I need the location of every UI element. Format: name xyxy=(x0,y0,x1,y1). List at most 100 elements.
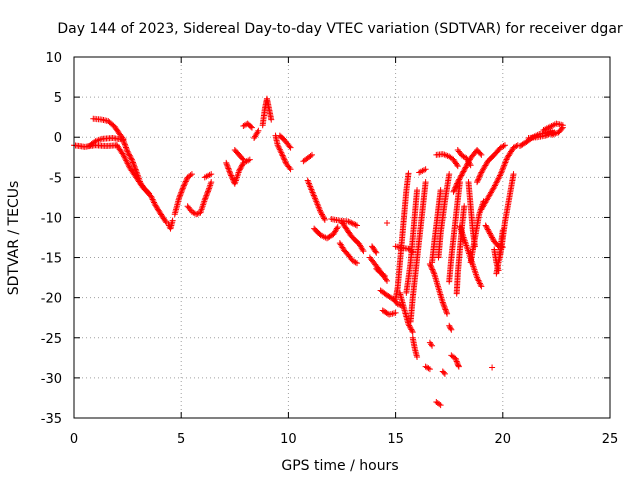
data-point xyxy=(496,256,503,263)
data-point xyxy=(475,175,482,182)
data-point xyxy=(349,220,356,227)
data-point xyxy=(461,167,468,174)
data-point xyxy=(461,165,468,172)
data-point xyxy=(226,169,233,176)
data-point xyxy=(442,306,449,313)
data-point xyxy=(313,198,320,205)
data-point xyxy=(475,277,482,284)
data-point xyxy=(275,143,282,150)
data-point xyxy=(435,254,442,261)
data-point xyxy=(441,305,448,312)
data-point xyxy=(307,184,314,191)
data-point xyxy=(286,143,293,150)
data-point xyxy=(380,271,387,278)
data-point xyxy=(444,310,451,317)
data-point xyxy=(129,158,136,165)
data-point xyxy=(484,225,491,232)
x-tick-label: 15 xyxy=(387,432,404,447)
data-point xyxy=(485,227,492,234)
data-point xyxy=(476,280,483,287)
data-point xyxy=(149,196,156,203)
data-point xyxy=(474,179,481,186)
data-point xyxy=(309,189,316,196)
data-point xyxy=(122,156,129,163)
data-point xyxy=(494,176,501,183)
data-point xyxy=(384,277,391,284)
data-point xyxy=(491,183,498,190)
data-point xyxy=(236,167,243,174)
chart-title: Day 144 of 2023, Sidereal Day-to-day VTE… xyxy=(57,21,623,37)
data-point xyxy=(429,266,436,273)
data-point xyxy=(310,190,317,197)
gridlines xyxy=(74,57,610,418)
data-point xyxy=(559,124,566,131)
data-point xyxy=(315,204,322,211)
data-point xyxy=(373,249,380,256)
data-point xyxy=(475,176,482,183)
data-point xyxy=(238,162,245,169)
data-point xyxy=(428,265,435,272)
data-point xyxy=(474,276,481,283)
data-point xyxy=(496,172,503,179)
data-point xyxy=(202,195,209,202)
data-point xyxy=(503,156,510,163)
data-point xyxy=(124,160,131,167)
data-point xyxy=(459,169,466,176)
data-point xyxy=(223,159,230,166)
data-point xyxy=(229,175,236,182)
data-point xyxy=(454,180,461,187)
data-point xyxy=(280,155,287,162)
data-point xyxy=(499,166,506,173)
data-point xyxy=(558,125,565,132)
data-point xyxy=(354,222,361,229)
data-point xyxy=(500,163,507,170)
data-point xyxy=(312,196,319,203)
data-point xyxy=(182,178,189,185)
data-point xyxy=(454,163,461,170)
data-point xyxy=(146,190,153,197)
data-point xyxy=(193,211,200,218)
data-point xyxy=(204,189,211,196)
data-point xyxy=(476,279,483,286)
data-point xyxy=(354,260,361,267)
data-point xyxy=(240,156,247,163)
data-point xyxy=(223,161,230,168)
data-point xyxy=(121,153,128,160)
data-point xyxy=(308,151,315,158)
data-point xyxy=(128,156,135,163)
data-point xyxy=(312,195,319,202)
data-point xyxy=(348,219,355,226)
data-point xyxy=(247,123,254,130)
data-point xyxy=(305,180,312,187)
data-point xyxy=(203,192,210,199)
data-point xyxy=(453,161,460,168)
y-tick-label: -5 xyxy=(49,171,62,186)
data-point xyxy=(280,153,287,160)
data-point xyxy=(489,364,496,371)
data-point xyxy=(452,183,459,190)
data-point xyxy=(392,309,399,316)
data-points xyxy=(71,95,566,409)
data-point xyxy=(496,173,503,180)
data-point xyxy=(132,165,139,172)
data-point xyxy=(436,401,443,408)
data-point xyxy=(493,179,500,186)
data-point xyxy=(248,124,255,131)
data-point xyxy=(318,211,325,218)
data-point xyxy=(224,162,231,169)
data-point xyxy=(319,212,326,219)
data-point xyxy=(476,173,483,180)
data-point xyxy=(254,129,261,136)
data-point xyxy=(182,179,189,186)
data-point xyxy=(497,171,504,178)
data-point xyxy=(225,166,232,173)
data-point xyxy=(491,182,498,189)
data-point xyxy=(125,161,132,168)
y-tick-label: 10 xyxy=(45,51,62,66)
data-point xyxy=(426,366,433,373)
data-point xyxy=(311,193,318,200)
data-point xyxy=(409,329,416,336)
data-point xyxy=(346,219,353,226)
data-point xyxy=(148,193,155,200)
